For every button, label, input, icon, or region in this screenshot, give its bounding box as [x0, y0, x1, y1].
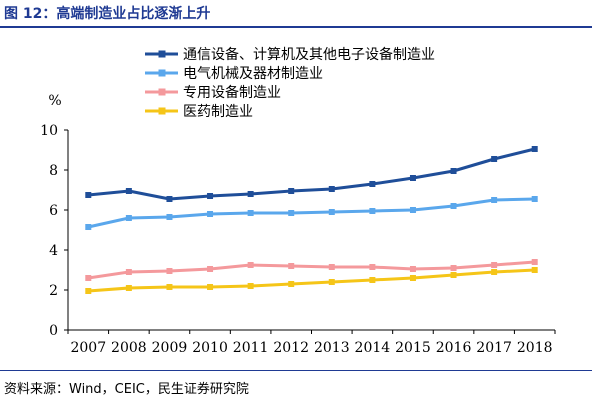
data-point — [531, 259, 538, 265]
legend-swatch-marker — [158, 88, 166, 96]
data-point — [288, 281, 295, 287]
data-point — [369, 208, 376, 214]
legend-item: 专用设备制造业 — [145, 84, 281, 101]
data-point — [369, 277, 376, 283]
series-line — [88, 268, 535, 293]
y-tick-label: 0 — [49, 323, 58, 339]
data-point — [409, 275, 416, 281]
x-tick-label: 2016 — [436, 340, 472, 356]
data-point — [166, 214, 173, 220]
data-point — [125, 285, 132, 291]
legend-swatch-marker — [158, 50, 166, 58]
data-point — [531, 267, 538, 273]
x-tick-label: 2012 — [273, 340, 309, 356]
y-axis-label: % — [48, 93, 61, 109]
data-point — [491, 197, 498, 203]
y-tick-label: 8 — [49, 163, 58, 179]
legend-swatch-marker — [158, 69, 166, 77]
series-3 — [85, 259, 538, 281]
x-tick-label: 2014 — [355, 340, 391, 356]
data-point — [288, 263, 295, 269]
data-point — [369, 264, 376, 270]
data-point — [85, 224, 92, 230]
data-point — [166, 268, 173, 274]
data-point — [409, 207, 416, 213]
data-point — [328, 264, 335, 270]
line-chart: 通信设备、计算机及其他电子设备制造业电气机械及器材制造业专用设备制造业医药制造业… — [40, 46, 556, 356]
x-tick-label: 2013 — [314, 340, 350, 356]
y-tick-label: 10 — [40, 123, 58, 139]
data-point — [207, 266, 214, 272]
data-point — [166, 196, 173, 202]
x-tick-label: 2008 — [111, 340, 147, 356]
data-point — [450, 203, 457, 209]
legend-label: 医药制造业 — [183, 104, 253, 120]
series-2 — [85, 196, 538, 230]
data-point — [125, 269, 132, 275]
data-point — [125, 188, 132, 194]
y-tick-label: 2 — [49, 283, 58, 299]
data-point — [247, 191, 254, 197]
y-tick-label: 6 — [49, 203, 58, 219]
bottom-rule — [0, 370, 592, 371]
series-line — [88, 260, 535, 280]
data-point — [491, 269, 498, 275]
legend-label: 专用设备制造业 — [183, 84, 281, 101]
data-point — [247, 210, 254, 216]
data-point — [450, 265, 457, 271]
data-point — [328, 186, 335, 192]
series-1 — [85, 146, 538, 202]
legend-label: 通信设备、计算机及其他电子设备制造业 — [183, 46, 435, 63]
data-point — [409, 175, 416, 181]
top-rule — [0, 26, 592, 28]
data-point — [85, 275, 92, 281]
data-point — [207, 193, 214, 199]
data-point — [450, 168, 457, 174]
x-tick-label: 2011 — [233, 340, 269, 356]
series-4 — [85, 267, 538, 294]
data-point — [166, 284, 173, 290]
data-point — [125, 215, 132, 221]
source-note: 资料来源：Wind，CEIC，民生证券研究院 — [4, 382, 249, 397]
data-point — [531, 196, 538, 202]
series-layer — [85, 146, 538, 294]
data-point — [369, 181, 376, 187]
series-line — [88, 147, 536, 201]
x-tick-label: 2007 — [70, 340, 106, 356]
legend-item: 医药制造业 — [145, 104, 253, 120]
data-point — [247, 283, 254, 289]
data-point — [207, 211, 214, 217]
x-tick-label: 2010 — [192, 340, 228, 356]
data-point — [207, 284, 214, 290]
data-point — [409, 266, 416, 272]
x-tick-label: 2015 — [395, 340, 431, 356]
data-point — [328, 209, 335, 215]
data-point — [328, 279, 335, 285]
figure-title: 图 12：高端制造业占比逐渐上升 — [4, 6, 211, 22]
data-point — [85, 288, 92, 294]
x-tick-label: 2017 — [476, 340, 512, 356]
legend-swatch-marker — [158, 107, 166, 115]
data-point — [247, 262, 254, 268]
data-point — [531, 146, 538, 152]
data-point — [288, 188, 295, 194]
x-tick-label: 2018 — [517, 340, 553, 356]
series-line — [87, 197, 535, 229]
data-point — [491, 262, 498, 268]
x-tick-label: 2009 — [152, 340, 188, 356]
legend-item: 通信设备、计算机及其他电子设备制造业 — [145, 46, 435, 63]
data-point — [491, 156, 498, 162]
data-point — [450, 272, 457, 278]
legend-label: 电气机械及器材制造业 — [183, 66, 323, 82]
legend-item: 电气机械及器材制造业 — [145, 66, 323, 82]
data-point — [85, 192, 92, 198]
data-point — [288, 210, 295, 216]
y-tick-label: 4 — [49, 243, 58, 259]
